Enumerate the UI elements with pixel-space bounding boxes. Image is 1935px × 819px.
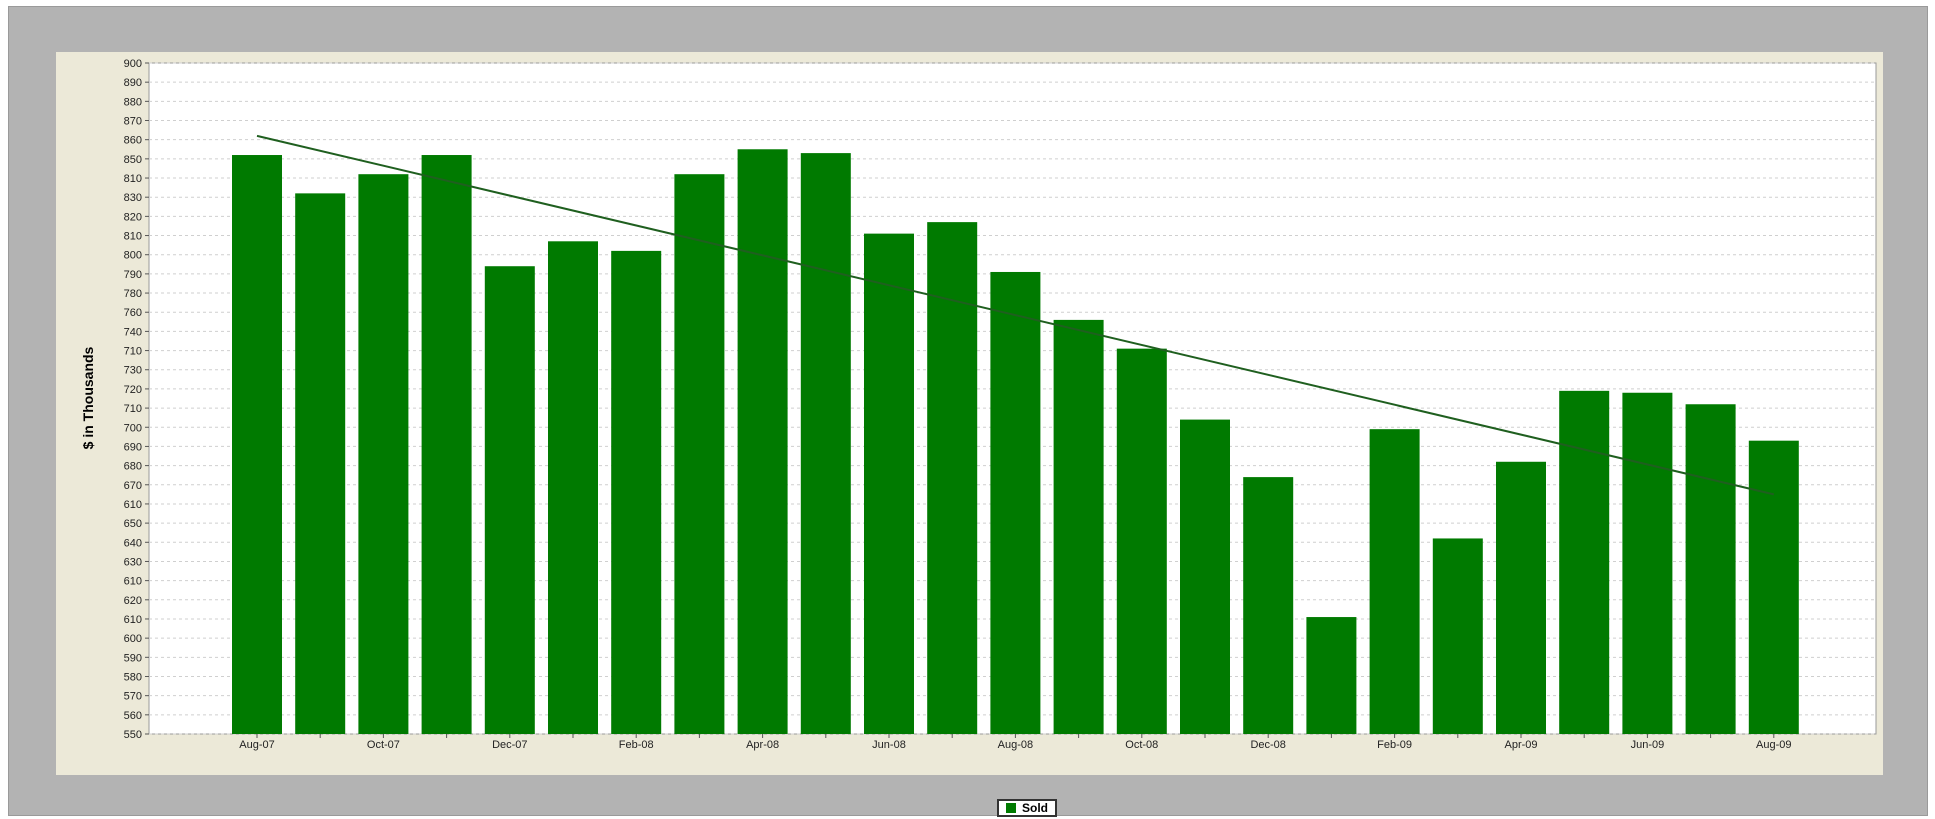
y-tick-label: 720 — [124, 384, 142, 396]
y-tick-label: 790 — [124, 269, 142, 281]
y-tick-label: 740 — [124, 326, 142, 338]
y-tick-label: 560 — [124, 710, 142, 722]
bar — [232, 155, 282, 735]
bar — [927, 222, 978, 734]
x-tick-label: Aug-09 — [1756, 739, 1791, 751]
bar — [990, 271, 1041, 734]
y-tick-label: 880 — [124, 96, 142, 108]
y-tick-label: 650 — [124, 518, 142, 530]
y-tick-label: 570 — [124, 691, 142, 703]
bar — [1243, 477, 1294, 734]
y-tick-label: 870 — [124, 116, 142, 128]
y-tick-label: 580 — [124, 671, 142, 683]
bar — [1053, 319, 1104, 734]
y-tick-label: 690 — [124, 441, 142, 453]
y-tick-label: 710 — [124, 346, 142, 358]
x-tick-label: Apr-08 — [746, 739, 779, 751]
chart-frame: 550 560 570 580 590 600 610 620 610 630 640 650 610 6… — [8, 6, 1928, 817]
y-tick-label: 810 — [124, 231, 142, 243]
bar — [548, 241, 598, 734]
bar — [1116, 348, 1167, 734]
trendline-group — [256, 134, 1775, 496]
bar — [674, 174, 725, 734]
bar — [484, 266, 535, 734]
bar — [295, 193, 346, 734]
y-tick-label: 550 — [124, 729, 142, 741]
x-tick-label: Dec-07 — [492, 739, 527, 751]
y-tick-label: 670 — [124, 480, 142, 492]
bar — [1496, 461, 1546, 734]
bar — [1369, 429, 1420, 734]
y-tick-label: 830 — [124, 192, 142, 204]
legend-label-sold: Sold — [1022, 801, 1048, 815]
x-tick-label: Apr-09 — [1504, 739, 1537, 751]
x-tick-label: Oct-07 — [367, 739, 400, 751]
x-tick-label: Jun-08 — [872, 739, 906, 751]
y-tick-label: 810 — [124, 173, 142, 185]
bar — [1180, 419, 1230, 734]
x-tick-label: Jun-09 — [1631, 739, 1665, 751]
bar — [1622, 392, 1673, 734]
x-tick-label: Aug-07 — [239, 739, 274, 751]
bar — [1432, 538, 1483, 734]
y-tick-label: 640 — [124, 537, 142, 549]
y-tick-label: 850 — [124, 154, 142, 166]
x-tick-label: Oct-08 — [1125, 739, 1158, 751]
bar — [737, 149, 788, 734]
x-tick-label: Dec-08 — [1250, 739, 1285, 751]
y-axis-label: $ in Thousands — [80, 346, 96, 449]
bar — [1685, 404, 1736, 734]
y-tick-label: 860 — [124, 135, 142, 147]
y-tick-label: 760 — [124, 307, 142, 319]
y-tick-label: 620 — [124, 595, 142, 607]
x-tick-label: Feb-09 — [1377, 739, 1412, 751]
bar — [611, 250, 662, 734]
x-tick-label: Feb-08 — [619, 739, 654, 751]
bar — [864, 233, 914, 734]
y-tick-label: 630 — [124, 556, 142, 568]
y-tick-label: 590 — [124, 652, 142, 664]
y-axis-ticks: 550 560 570 580 590 600 610 620 610 630 640 650 610 6… — [124, 58, 149, 741]
bar — [1306, 617, 1357, 734]
y-tick-label: 600 — [124, 633, 142, 645]
bar-chart: 550 560 570 580 590 600 610 620 610 630 640 650 610 6… — [80, 58, 1877, 751]
legend-swatch-sold — [1006, 803, 1016, 813]
y-tick-label: 610 — [124, 614, 142, 626]
y-tick-label: 610 — [124, 576, 142, 588]
bar — [358, 174, 409, 734]
bar — [800, 153, 851, 734]
bar — [421, 155, 472, 735]
legend: Sold — [997, 799, 1057, 817]
y-tick-label: 730 — [124, 365, 142, 377]
x-axis-ticks: Aug-07 Oct-07 Dec-07 Feb-08 Apr-08 Jun-08 Aug-… — [239, 734, 1792, 751]
bar — [1559, 390, 1610, 734]
y-tick-label: 610 — [124, 499, 142, 511]
y-tick-label: 700 — [124, 422, 142, 434]
y-tick-label: 820 — [124, 211, 142, 223]
y-tick-label: 680 — [124, 461, 142, 473]
y-tick-label: 780 — [124, 288, 142, 300]
y-tick-label: 800 — [124, 250, 142, 262]
y-tick-label: 710 — [124, 403, 142, 415]
bars — [232, 149, 1799, 735]
y-tick-label: 900 — [124, 58, 142, 70]
y-tick-label: 890 — [124, 77, 142, 89]
x-tick-label: Aug-08 — [998, 739, 1033, 751]
bar — [1748, 440, 1799, 734]
chart-panel: 550 560 570 580 590 600 610 620 610 630 640 650 610 6… — [56, 52, 1883, 817]
trendline — [256, 134, 1775, 496]
